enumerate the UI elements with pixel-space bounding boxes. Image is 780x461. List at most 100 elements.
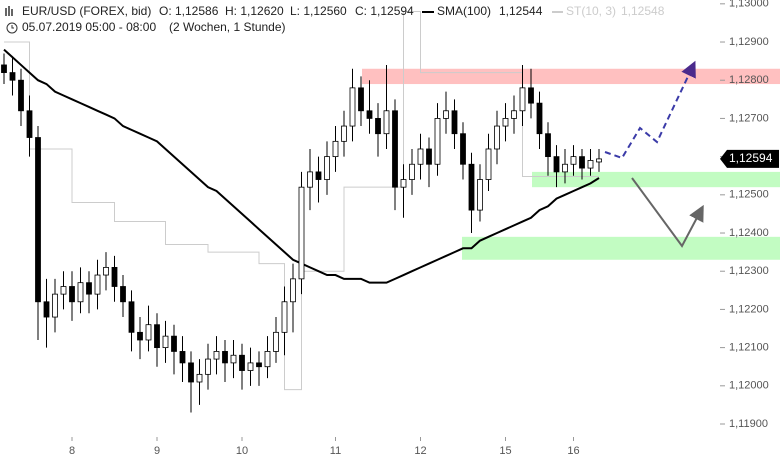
candle-body: [553, 156, 560, 173]
candle-body: [86, 282, 92, 295]
y-tick-label: 1,12900: [729, 36, 769, 48]
x-tick-label: 16: [567, 445, 579, 457]
candle-body: [264, 351, 271, 368]
price-tag-label: 1,12594: [729, 151, 773, 165]
indicator-line: [4, 10, 599, 391]
x-tick-label: 9: [154, 445, 160, 457]
candle-body: [94, 274, 101, 295]
x-tick-label: 10: [236, 445, 248, 457]
candle-body: [103, 266, 109, 276]
candle-body: [162, 335, 169, 349]
candle-body: [494, 125, 500, 150]
candle-body: [460, 133, 466, 165]
candle-body: [434, 118, 441, 165]
candle-body: [205, 358, 211, 375]
candle-body: [366, 110, 373, 119]
candle-body: [60, 286, 67, 295]
candle-body: [43, 301, 50, 318]
candle-body: [290, 278, 296, 303]
zone: [362, 68, 780, 85]
candle-body: [35, 137, 41, 303]
candle-body: [579, 156, 585, 169]
legend-label: ST(10, 3): [566, 4, 616, 18]
candle-body: [392, 110, 398, 188]
zones: [362, 68, 780, 260]
candle-body: [315, 171, 322, 180]
candle-body: [273, 331, 279, 352]
candle-body: [222, 351, 228, 364]
clock-icon: [6, 22, 18, 34]
candle-body: [154, 324, 160, 349]
x-tick-label: 15: [499, 445, 511, 457]
y-tick-label: 1,12100: [729, 342, 769, 354]
ohlc-high: H: 1,12620: [225, 4, 284, 18]
candle-body: [375, 118, 381, 135]
ohlc-open: O: 1,12586: [159, 4, 219, 18]
clock-hands: [11, 25, 14, 29]
candle-body: [69, 286, 75, 303]
candle-body: [358, 87, 364, 112]
candle-body: [137, 331, 143, 341]
zone: [532, 171, 780, 188]
candle-body: [171, 335, 177, 352]
candle-body: [9, 72, 16, 81]
candle-body: [400, 179, 407, 188]
axes: 1,130001,129001,128001,127001,126001,125…: [69, 0, 779, 457]
candle-body: [511, 110, 517, 119]
y-tick-label: 1,11900: [729, 418, 768, 430]
candle-body: [502, 118, 509, 127]
candle-body: [213, 351, 220, 360]
candle-body: [451, 110, 458, 135]
header: EUR/USD (FOREX, bid) O: 1,12586 H: 1,126…: [5, 4, 665, 34]
candle-body: [426, 148, 432, 165]
candle-body: [536, 102, 543, 135]
candle-body: [298, 186, 305, 280]
period: (2 Wochen, 1 Stunde): [169, 20, 286, 34]
candle-body: [570, 156, 577, 165]
legend-label: SMA(100): [437, 4, 491, 18]
candle-body: [417, 148, 424, 165]
legend-value: 1,12548: [621, 4, 665, 18]
candle-body: [341, 125, 347, 142]
candle-body: [179, 351, 186, 364]
candle-body: [230, 354, 237, 364]
y-tick-label: 1,12400: [729, 227, 769, 239]
candle-body: [332, 140, 339, 158]
candle-body: [77, 282, 84, 303]
candle-body: [307, 171, 313, 188]
candle-body: [468, 163, 475, 211]
forecast-arrow-up: [604, 60, 696, 160]
candle-body: [18, 79, 24, 112]
candle-body: [188, 362, 194, 383]
x-tick-label: 12: [414, 445, 426, 457]
candle-body: [196, 373, 203, 383]
forecast-arrow-down: [631, 177, 704, 248]
candle-body: [1, 64, 7, 73]
candle-body: [383, 110, 390, 135]
candle-body: [519, 87, 526, 112]
candle-body: [587, 160, 594, 169]
y-tick-label: 1,12300: [729, 265, 769, 277]
chart-title: EUR/USD (FOREX, bid): [22, 4, 151, 18]
candle-body: [281, 301, 288, 333]
candle-body: [596, 158, 602, 163]
y-tick-label: 1,12700: [729, 112, 769, 124]
candle-body: [256, 362, 262, 368]
ohlc-close: C: 1,12594: [355, 4, 414, 18]
candle-body: [111, 266, 118, 287]
candle-body: [545, 133, 551, 158]
candle-body: [128, 301, 135, 333]
candle-body: [528, 87, 534, 104]
subtitle: 05.07.2019 05:00 - 08:00: [22, 20, 156, 34]
x-tick-label: 8: [69, 445, 75, 457]
y-tick-label: 1,12200: [729, 303, 769, 315]
y-tick-label: 1,13000: [729, 0, 769, 10]
ohlc-low: L: 1,12560: [290, 4, 347, 18]
candle-body: [239, 354, 245, 371]
candle-body: [247, 362, 254, 371]
candle-body: [145, 324, 152, 341]
y-tick-label: 1,12800: [729, 74, 769, 86]
candle-body: [409, 163, 415, 180]
